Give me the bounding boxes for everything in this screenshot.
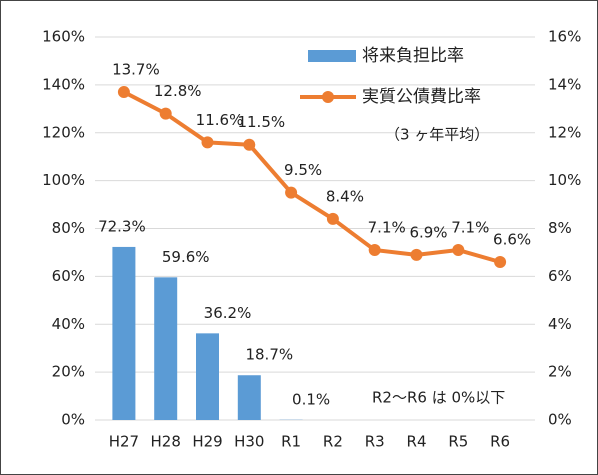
data-label: 6.9%: [409, 223, 447, 241]
data-label: 36.2%: [204, 304, 252, 322]
data-label: 72.3%: [98, 217, 146, 235]
y2-tick-label: 4%: [548, 315, 572, 333]
y2-tick-label: 2%: [548, 363, 572, 381]
line-marker: [410, 248, 423, 261]
data-label: 8.4%: [326, 187, 364, 205]
y-tick-label: 40%: [52, 315, 85, 333]
y-tick-label: 80%: [52, 219, 85, 237]
y2-tick-label: 8%: [548, 219, 572, 237]
legend-marker: [322, 91, 334, 103]
x-tick-label: H29: [192, 433, 222, 451]
y-tick-label: 60%: [52, 267, 85, 285]
x-tick-label: H30: [234, 433, 264, 451]
data-label: 9.5%: [284, 161, 322, 179]
line-marker: [452, 244, 465, 257]
line-marker: [201, 136, 214, 149]
x-tick-label: R3: [365, 433, 385, 451]
bar: [196, 333, 219, 420]
data-label: 0.1%: [292, 390, 330, 408]
bar: [112, 246, 136, 420]
line-marker: [494, 256, 507, 269]
x-tick-label: H28: [151, 433, 181, 451]
y2-tick-label: 0%: [548, 411, 572, 429]
line-marker: [368, 244, 381, 257]
y2-tick-label: 6%: [548, 267, 572, 285]
y-tick-label: 120%: [42, 123, 85, 141]
x-tick-label: R2: [323, 433, 343, 451]
line: [122, 90, 501, 264]
y2-tick-label: 16%: [548, 28, 581, 46]
line-marker: [243, 138, 256, 151]
data-label: 6.6%: [493, 231, 531, 249]
data-label: 59.6%: [162, 248, 210, 266]
data-label: 11.6%: [196, 111, 244, 129]
annotation: R2～R6 は 0%以下: [372, 389, 505, 407]
y-tick-label: 140%: [42, 75, 85, 93]
x-tick-label: R6: [490, 433, 510, 451]
y-tick-label: 160%: [42, 28, 85, 46]
legend-note: （3 ヶ年平均）: [385, 126, 489, 144]
line-marker: [117, 86, 130, 99]
data-label: 7.1%: [368, 219, 406, 237]
x-tick-label: R1: [281, 433, 301, 451]
y-tick-label: 0%: [61, 411, 85, 429]
y-tick-label: 100%: [42, 171, 85, 189]
data-label: 7.1%: [451, 219, 489, 237]
line-marker: [159, 107, 172, 120]
legend-swatch: [308, 50, 356, 62]
bar: [237, 375, 261, 420]
line-marker: [326, 212, 339, 225]
x-tick-label: R5: [448, 433, 468, 451]
bar: [154, 277, 178, 420]
data-label: 18.7%: [245, 346, 293, 364]
x-tick-label: R4: [407, 433, 427, 451]
y-tick-label: 20%: [52, 363, 85, 381]
y2-tick-label: 12%: [548, 123, 581, 141]
y2-tick-label: 14%: [548, 75, 581, 93]
y2-tick-label: 10%: [548, 171, 581, 189]
line-marker: [285, 186, 298, 199]
x-tick-label: H27: [109, 433, 139, 451]
data-label: 11.5%: [237, 113, 285, 131]
data-label: 12.8%: [154, 82, 202, 100]
legend-label: 将来負担比率: [362, 46, 464, 66]
legend-label: 実質公債費比率: [362, 87, 481, 107]
data-label: 13.7%: [112, 61, 160, 79]
